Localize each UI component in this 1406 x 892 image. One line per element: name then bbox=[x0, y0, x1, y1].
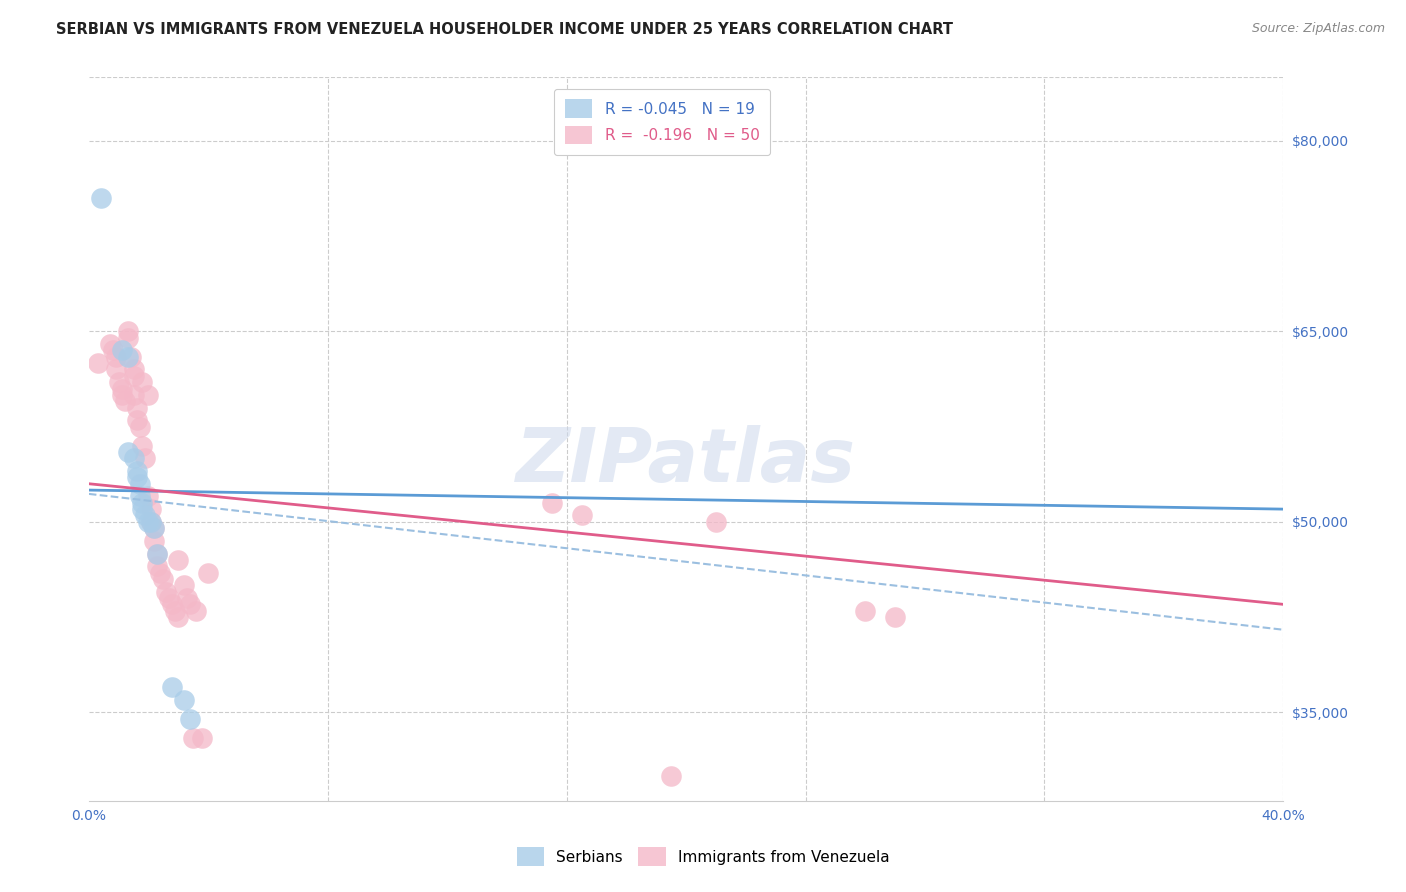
Point bbox=[125, 464, 148, 478]
Point bbox=[167, 553, 190, 567]
Point bbox=[704, 515, 727, 529]
Point bbox=[884, 610, 907, 624]
Point bbox=[146, 547, 169, 561]
Point bbox=[138, 490, 160, 504]
Point bbox=[117, 331, 139, 345]
Point bbox=[125, 413, 148, 427]
Point bbox=[149, 566, 172, 580]
Point bbox=[90, 191, 112, 205]
Legend: Serbians, Immigrants from Venezuela: Serbians, Immigrants from Venezuela bbox=[509, 839, 897, 873]
Point bbox=[197, 566, 219, 580]
Point bbox=[104, 350, 127, 364]
Text: Source: ZipAtlas.com: Source: ZipAtlas.com bbox=[1251, 22, 1385, 36]
Point bbox=[110, 343, 132, 358]
Point bbox=[104, 362, 127, 376]
Point bbox=[125, 470, 148, 484]
Point bbox=[191, 731, 214, 745]
Point bbox=[131, 375, 153, 389]
Point bbox=[141, 515, 163, 529]
Point bbox=[131, 439, 153, 453]
Point bbox=[98, 337, 121, 351]
Text: ZIPatlas: ZIPatlas bbox=[516, 425, 856, 498]
Point bbox=[128, 419, 150, 434]
Point bbox=[110, 388, 132, 402]
Point bbox=[122, 388, 145, 402]
Point bbox=[114, 394, 136, 409]
Point bbox=[138, 515, 160, 529]
Point bbox=[128, 476, 150, 491]
Point bbox=[143, 521, 166, 535]
Point bbox=[162, 598, 184, 612]
Point bbox=[165, 604, 187, 618]
Text: SERBIAN VS IMMIGRANTS FROM VENEZUELA HOUSEHOLDER INCOME UNDER 25 YEARS CORRELATI: SERBIAN VS IMMIGRANTS FROM VENEZUELA HOU… bbox=[56, 22, 953, 37]
Point bbox=[173, 692, 195, 706]
Point bbox=[146, 547, 169, 561]
Point bbox=[131, 496, 153, 510]
Legend: R = -0.045   N = 19, R =  -0.196   N = 50: R = -0.045 N = 19, R = -0.196 N = 50 bbox=[554, 88, 770, 155]
Point bbox=[86, 356, 108, 370]
Point bbox=[117, 445, 139, 459]
Point bbox=[131, 502, 153, 516]
Point bbox=[141, 515, 163, 529]
Point bbox=[141, 502, 163, 516]
Point bbox=[659, 769, 682, 783]
Point bbox=[101, 343, 124, 358]
Point bbox=[173, 578, 195, 592]
Point bbox=[155, 584, 177, 599]
Point bbox=[125, 401, 148, 415]
Point bbox=[117, 350, 139, 364]
Point bbox=[179, 712, 201, 726]
Point bbox=[143, 521, 166, 535]
Point bbox=[128, 490, 150, 504]
Point bbox=[540, 496, 562, 510]
Point bbox=[146, 559, 169, 574]
Point bbox=[122, 362, 145, 376]
Point bbox=[181, 731, 204, 745]
Point bbox=[110, 382, 132, 396]
Point bbox=[179, 598, 201, 612]
Point bbox=[117, 324, 139, 338]
Point bbox=[107, 375, 129, 389]
Point bbox=[176, 591, 198, 605]
Point bbox=[122, 451, 145, 466]
Point bbox=[853, 604, 876, 618]
Point bbox=[138, 388, 160, 402]
Point bbox=[120, 350, 142, 364]
Point bbox=[571, 508, 593, 523]
Point bbox=[152, 572, 174, 586]
Point bbox=[134, 451, 156, 466]
Point bbox=[134, 508, 156, 523]
Point bbox=[157, 591, 180, 605]
Point bbox=[143, 533, 166, 548]
Point bbox=[186, 604, 208, 618]
Point bbox=[167, 610, 190, 624]
Point bbox=[162, 680, 184, 694]
Point bbox=[122, 368, 145, 383]
